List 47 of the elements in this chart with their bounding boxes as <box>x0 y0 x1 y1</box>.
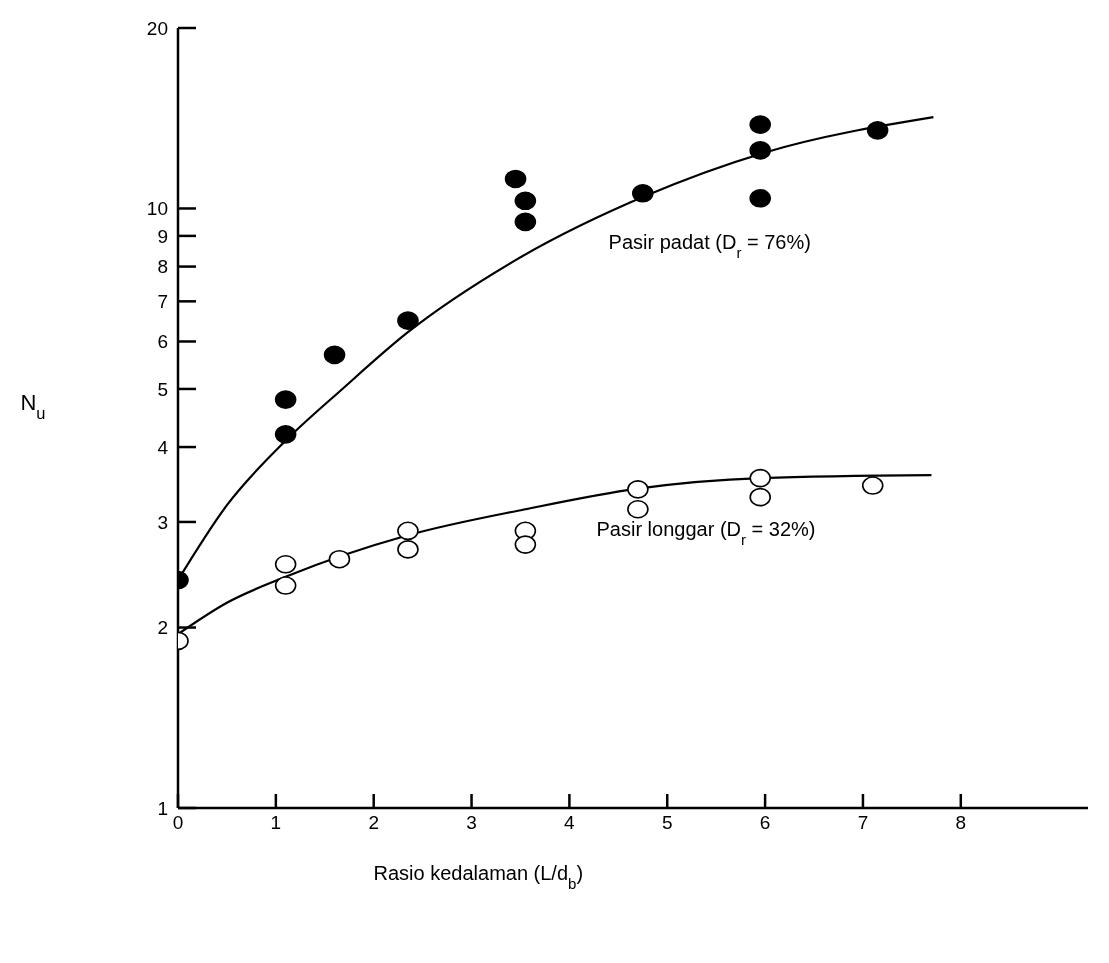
y-tick-label: 6 <box>157 331 168 353</box>
series-label: Pasir longgar (D$_{r}$ = 32%) <box>596 518 816 548</box>
y-tick-label: 7 <box>157 291 168 313</box>
x-tick-label: 3 <box>466 812 477 834</box>
point <box>631 184 654 203</box>
point <box>627 499 649 519</box>
x-tick-label: 7 <box>857 812 869 834</box>
point <box>397 521 419 541</box>
point <box>397 311 419 330</box>
point <box>866 121 889 140</box>
y-axis-title: N$_{u}$ <box>20 390 46 423</box>
x-axis-title: Rasio kedalaman (L/d$_{b}$) <box>373 862 584 892</box>
x-tick-label: 4 <box>564 812 576 834</box>
y-tick-label: 5 <box>157 378 168 400</box>
point <box>323 345 346 365</box>
point <box>627 480 649 499</box>
point <box>504 169 527 189</box>
point <box>861 476 884 495</box>
y-tick-label: 10 <box>146 198 168 220</box>
x-tick-label: 5 <box>661 812 673 834</box>
y-tick-label: 8 <box>157 256 168 278</box>
y-tick-label: 3 <box>157 511 168 533</box>
x-tick-label: 6 <box>759 812 771 834</box>
y-tick-label: 1 <box>157 797 168 819</box>
point <box>514 212 537 232</box>
text: Pasir padat (D$_{r}$ = 76%) <box>608 231 811 261</box>
x-tick-label: 1 <box>270 812 282 834</box>
point <box>514 535 537 554</box>
point <box>274 390 297 409</box>
y-tick-label: 2 <box>157 617 168 639</box>
x-tick-label: 2 <box>368 812 379 834</box>
point <box>274 425 297 444</box>
y-tick-label: 20 <box>146 17 168 39</box>
y-tick-label: 9 <box>157 225 168 247</box>
point <box>749 141 771 160</box>
y-tick-label: 4 <box>157 436 169 458</box>
point <box>274 576 297 595</box>
x-tick-label: 8 <box>955 812 967 834</box>
point <box>328 549 351 569</box>
point <box>749 115 771 134</box>
point <box>749 468 771 488</box>
point <box>749 487 771 507</box>
point <box>397 540 419 559</box>
x-tick-label: 0 <box>172 812 184 834</box>
point <box>514 191 537 211</box>
point <box>749 188 771 208</box>
point <box>274 554 297 574</box>
